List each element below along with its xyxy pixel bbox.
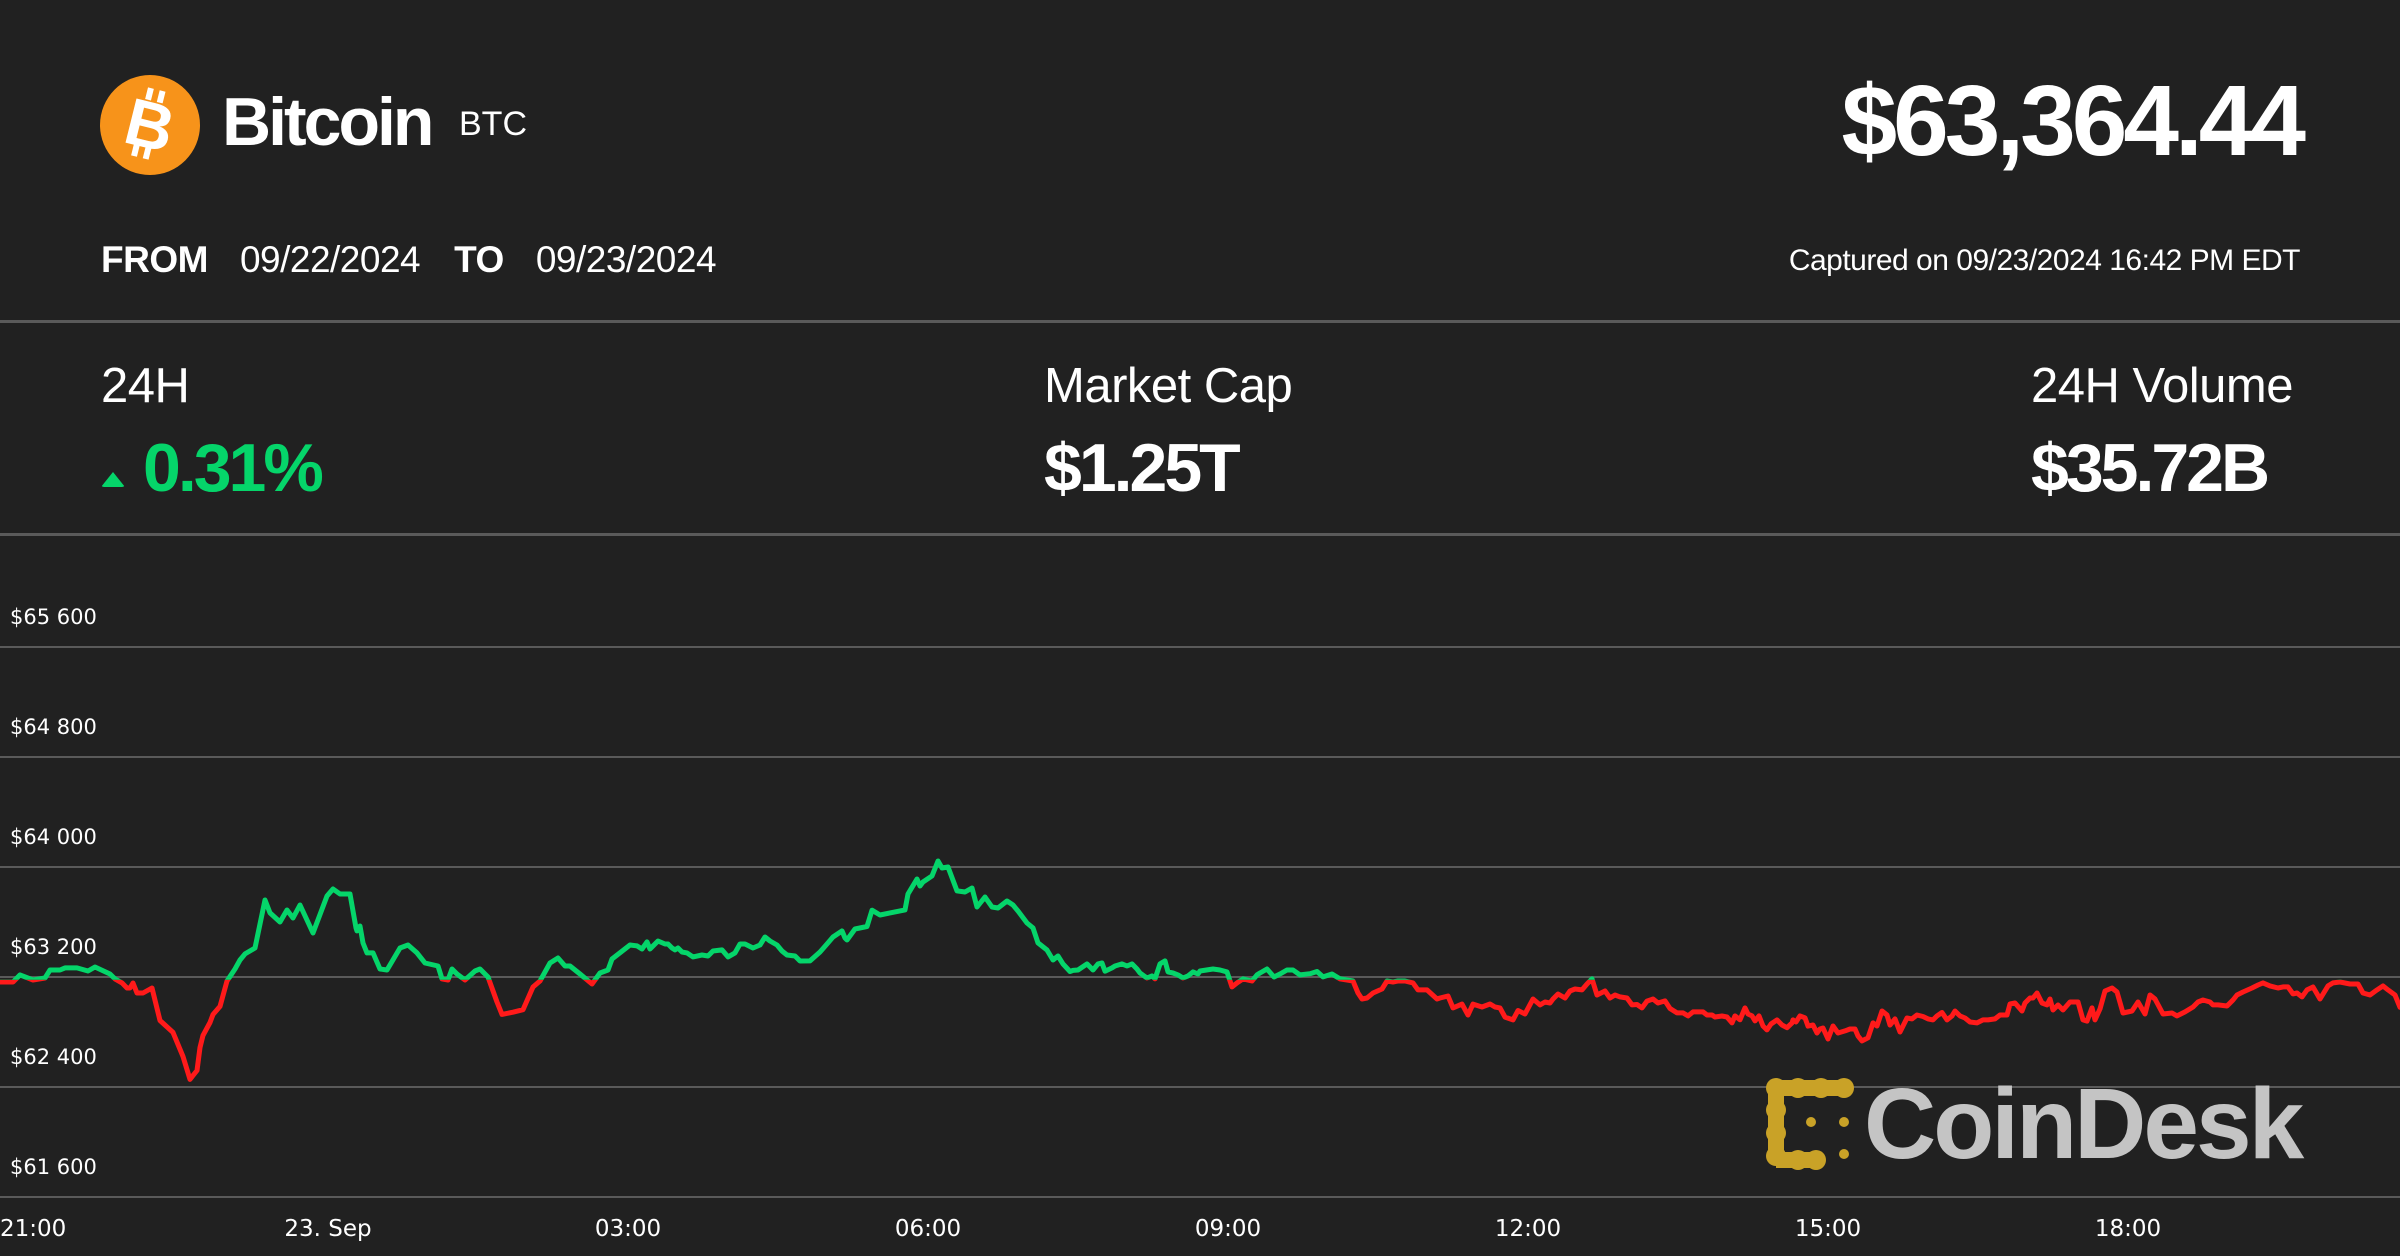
- divider-bottom: [0, 533, 2400, 536]
- coindesk-wordmark: CoinDesk: [1864, 1068, 2304, 1180]
- y-axis-labels: $65 600 $64 800 $64 000 $63 200 $62 400 $61 6…: [10, 605, 97, 1179]
- bitcoin-icon: B: [100, 75, 200, 175]
- coin-name: Bitcoin: [222, 84, 434, 160]
- price-line-above-open: [0, 858, 2342, 980]
- stat-label: 24H Volume: [2031, 359, 2293, 413]
- x-tick-label: 03:00: [595, 1216, 661, 1242]
- y-tick-label: $63 200: [10, 935, 97, 959]
- price-chart[interactable]: $65 600 $64 800 $64 000 $63 200 $62 400 $61 6…: [0, 560, 2400, 1256]
- y-tick-label: $61 600: [10, 1155, 97, 1179]
- x-tick-label: 12:00: [1495, 1216, 1561, 1242]
- x-tick-label: 21:00: [0, 1216, 66, 1242]
- from-label: FROM: [101, 239, 208, 280]
- triangle-up-icon: [101, 471, 125, 487]
- from-date: 09/22/2024: [239, 239, 421, 280]
- x-tick-label: 18:00: [2095, 1216, 2161, 1242]
- x-tick-label: 23. Sep: [284, 1216, 371, 1242]
- stat-value: $1.25T: [1044, 430, 1241, 506]
- coin-symbol: BTC: [459, 105, 527, 143]
- current-price: $63,364.44: [1841, 65, 2306, 177]
- date-range: FROM 09/22/2024 TO 09/23/2024: [101, 238, 750, 282]
- x-tick-label: 09:00: [1195, 1216, 1261, 1242]
- to-date: 09/23/2024: [535, 239, 717, 280]
- stat-24h-change: 24H 0.31%: [101, 356, 324, 508]
- divider-top: [0, 320, 2400, 323]
- coindesk-watermark: CoinDesk: [1766, 1068, 2304, 1180]
- x-tick-label: 15:00: [1795, 1216, 1861, 1242]
- stat-value: $35.72B: [2031, 430, 2270, 506]
- captured-timestamp: Captured on 09/23/2024 16:42 PM EDT: [1788, 244, 2301, 277]
- price-line-below-open: [0, 979, 2400, 1082]
- x-tick-label: 06:00: [895, 1216, 961, 1242]
- stat-24h-volume: 24H Volume $35.72B: [2031, 356, 2293, 508]
- stat-label: 24H: [101, 359, 190, 413]
- y-tick-label: $64 800: [10, 715, 97, 739]
- to-label: TO: [454, 239, 504, 280]
- chart-gridlines: [0, 646, 2400, 1198]
- stat-value: 0.31%: [101, 428, 324, 508]
- y-tick-label: $65 600: [10, 605, 97, 629]
- y-tick-label: $64 000: [10, 825, 97, 849]
- stat-market-cap: Market Cap $1.25T: [1044, 356, 1293, 508]
- y-tick-label: $62 400: [10, 1045, 97, 1069]
- x-axis-labels: 21:00 23. Sep 03:00 06:00 09:00 12:00 15:00 18:…: [0, 1216, 2161, 1242]
- change-percent: 0.31%: [143, 430, 324, 506]
- stat-label: Market Cap: [1044, 359, 1293, 413]
- coindesk-logo-icon: [1766, 1078, 1854, 1170]
